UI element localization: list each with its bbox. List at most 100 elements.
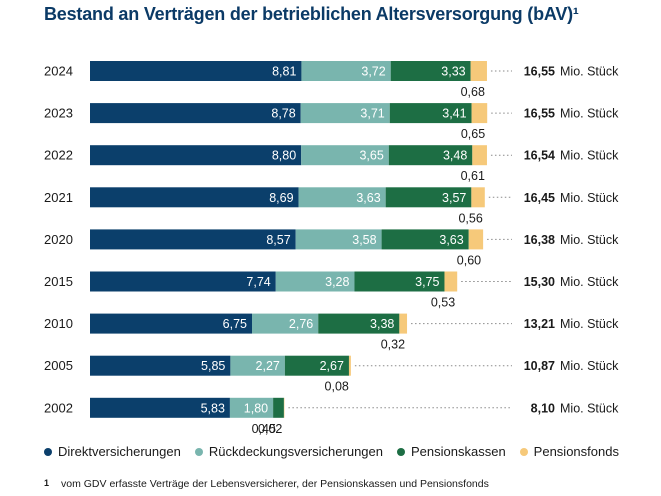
total-unit: Mio. Stück [560, 275, 619, 289]
data-label-pensionsfonds: 0,60 [457, 253, 481, 267]
data-label-pensionsfonds: 0,61 [461, 169, 485, 183]
bar-segment-rueck [298, 187, 386, 208]
total-unit: Mio. Stück [560, 233, 619, 247]
total-label: 16,38 [524, 233, 555, 247]
data-label: 8,80 [272, 149, 296, 163]
legend-item-pensionsfonds: Pensionsfonds [519, 444, 619, 459]
bar-segment-rueck [252, 313, 319, 334]
legend-item-rueckdeckungsversicherungen: Rückdeckungsversicherungen [194, 444, 383, 459]
total-unit: Mio. Stück [560, 107, 619, 121]
legend-dot-icon [194, 447, 203, 456]
bar-segment-pensionskassen [273, 397, 284, 418]
legend-item-direktversicherungen: Direktversicherungen [44, 444, 181, 459]
total-unit: Mio. Stück [560, 317, 619, 331]
data-label-pensionsfonds: 0,53 [431, 296, 455, 310]
category-label: 2023 [44, 106, 73, 121]
bar-segment-pensionskassen [385, 187, 472, 208]
total-unit: Mio. Stück [560, 65, 619, 79]
legend-label: Direktversicherungen [58, 444, 181, 459]
category-label: 2015 [44, 274, 73, 289]
data-label-pensionskassen: 0,45 [252, 422, 276, 436]
data-label: 1,80 [244, 401, 268, 415]
total-label: 16,55 [524, 107, 555, 121]
data-label: 3,63 [356, 191, 380, 205]
category-label: 2005 [44, 358, 73, 373]
bar-segment-direkt [90, 355, 231, 376]
total-unit: Mio. Stück [560, 401, 619, 415]
data-label: 3,33 [441, 65, 465, 79]
total-label: 15,30 [524, 275, 555, 289]
data-label: 3,48 [443, 149, 467, 163]
bar-segment-rueck [230, 355, 285, 376]
footnote-text: vom GDV erfasste Verträge der Lebensvers… [61, 478, 489, 490]
total-label: 16,55 [524, 65, 555, 79]
total-label: 16,45 [524, 191, 555, 205]
data-label: 3,58 [352, 233, 376, 247]
data-label-pensionsfonds: 0,08 [325, 380, 349, 394]
total-unit: Mio. Stück [560, 359, 619, 373]
data-label: 3,71 [360, 107, 384, 121]
category-label: 2024 [44, 64, 73, 79]
bar-segment-pensionsfonds [468, 229, 484, 250]
bar-segment-pensionsfonds [470, 61, 487, 81]
bar-segment-direkt [90, 145, 302, 166]
bar-segment-pensionskassen [390, 61, 471, 81]
data-label: 6,75 [223, 317, 247, 331]
data-label: 2,67 [320, 359, 344, 373]
data-label: 3,28 [325, 275, 349, 289]
bar-segment-pensionsfonds [471, 103, 488, 124]
total-label: 16,54 [524, 149, 555, 163]
data-label: 3,75 [415, 275, 439, 289]
bar-segment-rueck [229, 397, 274, 418]
bar-segment-direkt [90, 313, 252, 334]
category-label: 2002 [44, 400, 73, 415]
legend-item-pensionskassen: Pensionskassen [397, 444, 506, 459]
data-label: 3,72 [361, 65, 385, 79]
legend-label: Rückdeckungsversicherungen [208, 444, 383, 459]
legend-dot-icon [397, 447, 405, 456]
data-label: 2,27 [256, 359, 280, 373]
data-label: 2,76 [289, 317, 313, 331]
data-label-pensionsfonds: 0,65 [461, 127, 485, 141]
bar-segment-direkt [90, 397, 230, 418]
bar-segment-direkt [90, 61, 302, 81]
bar-segment-pensionsfonds [472, 145, 487, 166]
total-label: 10,87 [524, 359, 555, 373]
legend-dot-icon [44, 447, 52, 456]
legend: Direktversicherungen Rückdeckungsversich… [44, 444, 633, 459]
total-unit: Mio. Stück [560, 191, 619, 205]
data-label-pensionsfonds: 0,56 [458, 211, 482, 225]
data-label: 3,57 [442, 191, 466, 205]
bar-segment-rueck [295, 229, 382, 250]
data-label: 8,69 [269, 191, 293, 205]
bar-segment-pensionsfonds [471, 187, 485, 208]
data-label-pensionsfonds: 0,02 [258, 422, 282, 436]
data-label: 3,41 [442, 107, 466, 121]
category-label: 2022 [44, 148, 73, 163]
data-label: 8,57 [266, 233, 290, 247]
legend-label: Pensionskassen [411, 444, 506, 459]
bar-segment-pensionskassen [354, 271, 445, 292]
bar-segment-rueck [301, 145, 389, 166]
data-label-pensionsfonds: 0,68 [461, 85, 485, 99]
data-label: 7,74 [246, 275, 270, 289]
stacked-bar-chart: 2024 8,81 3,72 3,33 0,68 16,55 Mio. Stück 2023 8… [44, 61, 619, 436]
data-label: 3,63 [439, 233, 463, 247]
legend-dot-icon [519, 447, 528, 456]
category-label: 2020 [44, 232, 73, 247]
bar-segment-direkt [90, 229, 296, 250]
data-label: 3,38 [370, 317, 394, 331]
bar-segment-rueck [275, 271, 355, 292]
bar-segment-rueck [300, 103, 390, 124]
bar-segment-pensionskassen [284, 355, 349, 376]
data-label-pensionsfonds: 0,32 [381, 338, 405, 352]
footnote: 1 vom GDV erfasste Verträge der Lebensve… [44, 478, 489, 490]
bar-segment-pensionskassen [318, 313, 400, 334]
total-unit: Mio. Stück [560, 149, 619, 163]
category-label: 2010 [44, 316, 73, 331]
data-label: 8,78 [271, 107, 295, 121]
total-label: 8,10 [531, 401, 555, 415]
category-label: 2021 [44, 190, 73, 205]
bar-segment-pensionskassen [388, 145, 473, 166]
bar-segment-pensionsfonds [444, 271, 458, 292]
